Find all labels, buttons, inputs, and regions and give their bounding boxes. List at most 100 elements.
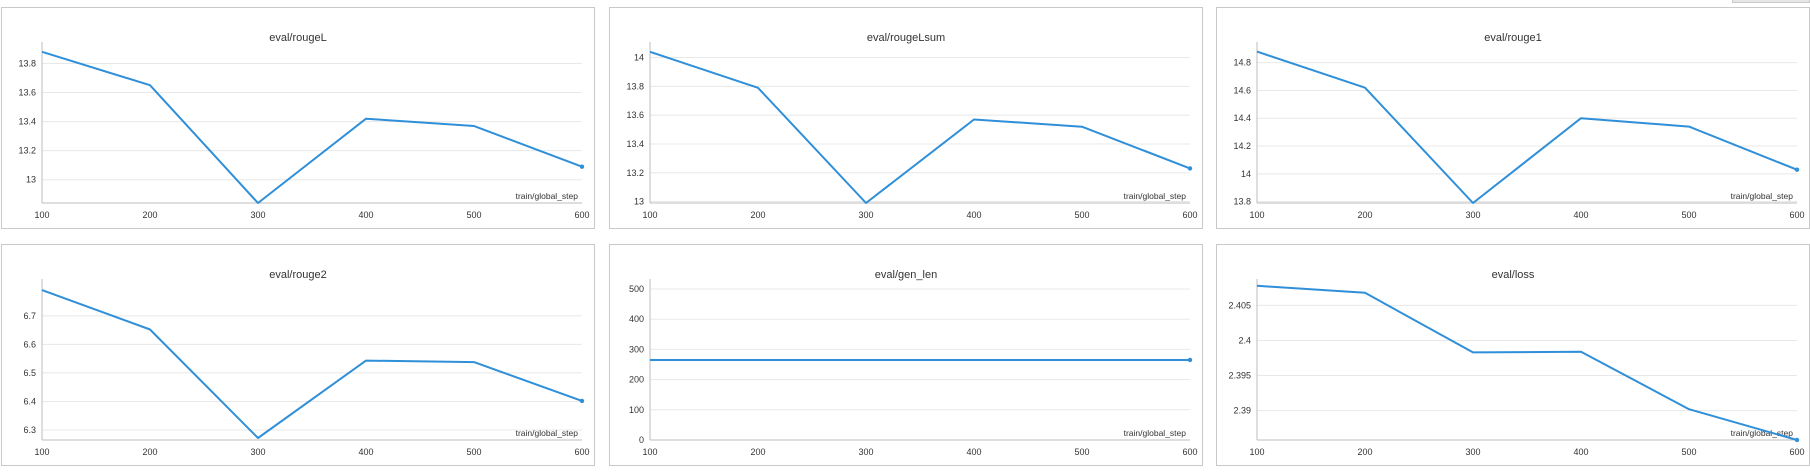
y-tick-label: 200 [629, 375, 644, 385]
chart-title: eval/rougeLsum [866, 32, 946, 44]
y-tick-label: 13.2 [626, 168, 644, 178]
y-tick-label: 2.405 [1228, 300, 1251, 310]
chart-panel-rougeL: eval/rougeL 13 13.2 13.4 13.6 13.8 100 200 300 4… [1, 7, 595, 229]
y-tick-label: 13.4 [626, 139, 644, 149]
x-tick-label: 300 [1465, 210, 1480, 220]
x-tick-label: 400 [966, 447, 981, 457]
y-tick-label: 300 [629, 344, 644, 354]
x-tick-label: 400 [358, 210, 373, 220]
x-tick-label: 300 [858, 210, 873, 220]
corner-tab [1732, 0, 1810, 3]
y-tick-label: 14.2 [1233, 141, 1251, 151]
x-tick-label: 500 [1074, 210, 1089, 220]
x-tick-label: 100 [1249, 210, 1264, 220]
line-chart-svg: 13 13.2 13.4 13.6 13.8 14 100 200 300 400 500 600 tr… [626, 42, 1198, 220]
x-tick-label: 600 [574, 210, 589, 220]
y-tick-label: 500 [629, 284, 644, 294]
y-tick-label: 6.3 [23, 425, 36, 435]
chart-title: eval/rouge1 [1484, 32, 1542, 44]
x-tick-label: 200 [750, 447, 765, 457]
data-point [1794, 437, 1800, 443]
x-axis-label: train/global_step [516, 428, 579, 438]
x-tick-label: 100 [34, 210, 49, 220]
y-tick-label: 13.6 [626, 110, 644, 120]
y-tick-label: 2.39 [1233, 406, 1251, 416]
y-tick-label: 6.7 [23, 311, 36, 321]
x-axis-label: train/global_step [1124, 428, 1187, 438]
y-tick-label: 13 [634, 197, 644, 207]
series-line [1256, 50, 1798, 204]
data-point [579, 398, 585, 404]
x-tick-label: 300 [858, 447, 873, 457]
x-tick-label: 500 [1681, 210, 1696, 220]
y-tick-label: 6.6 [23, 339, 36, 349]
line-chart-svg: 0 100 200 300 400 500 100 200 300 400 500 600 train/… [629, 279, 1198, 457]
y-tick-label: 0 [639, 435, 644, 445]
x-tick-label: 600 [1182, 210, 1197, 220]
chart-panel-gen-len: eval/gen_len 0 100 200 300 400 500 100 200 300 40… [609, 244, 1203, 466]
y-tick-label: 13.2 [18, 146, 36, 156]
x-tick-label: 500 [1074, 447, 1089, 457]
x-tick-label: 600 [1789, 447, 1804, 457]
chart-title: eval/rouge2 [269, 269, 327, 281]
line-chart-svg: 2.39 2.395 2.4 2.405 100 200 300 400 500 600 train… [1228, 279, 1805, 457]
x-tick-label: 200 [1357, 447, 1372, 457]
y-tick-label: 13.8 [626, 81, 644, 91]
series-line [1256, 284, 1798, 441]
x-tick-label: 200 [142, 447, 157, 457]
line-chart-svg: 13.8 14 14.2 14.4 14.6 14.8 100 200 300 400 500 600… [1233, 42, 1805, 220]
x-tick-label: 100 [642, 210, 657, 220]
x-axis-label: train/global_step [1731, 428, 1794, 438]
chart-panel-loss: eval/loss 2.39 2.395 2.4 2.405 100 200 300 400 5… [1216, 244, 1810, 466]
x-axis-label: train/global_step [1731, 191, 1794, 201]
y-tick-label: 13.6 [18, 88, 36, 98]
x-tick-label: 300 [250, 210, 265, 220]
y-tick-label: 14 [634, 53, 644, 63]
x-tick-label: 100 [34, 447, 49, 457]
y-tick-label: 14 [1241, 169, 1251, 179]
series-line [41, 50, 583, 204]
x-tick-label: 400 [966, 210, 981, 220]
line-chart-svg: 13 13.2 13.4 13.6 13.8 100 200 300 400 500 600 trai… [18, 42, 590, 220]
data-point [1187, 357, 1193, 363]
series-line [649, 50, 1191, 204]
x-tick-label: 200 [750, 210, 765, 220]
x-tick-label: 400 [1573, 447, 1588, 457]
x-tick-label: 100 [1249, 447, 1264, 457]
y-tick-label: 6.4 [23, 396, 36, 406]
chart-title: eval/loss [1491, 269, 1535, 281]
y-tick-label: 13.4 [18, 117, 36, 127]
x-tick-label: 200 [1357, 210, 1372, 220]
x-axis-label: train/global_step [516, 191, 579, 201]
y-tick-label: 14.6 [1233, 85, 1251, 95]
x-tick-label: 300 [1465, 447, 1480, 457]
data-point [1794, 167, 1800, 172]
x-tick-label: 600 [1182, 447, 1197, 457]
x-tick-label: 600 [1789, 210, 1804, 220]
x-tick-label: 500 [1681, 447, 1696, 457]
x-tick-label: 400 [358, 447, 373, 457]
x-tick-label: 500 [466, 447, 481, 457]
x-axis-label: train/global_step [1124, 191, 1187, 201]
y-tick-label: 400 [629, 314, 644, 324]
y-tick-label: 13.8 [18, 58, 36, 68]
y-tick-label: 2.4 [1238, 335, 1251, 345]
x-tick-label: 200 [142, 210, 157, 220]
y-tick-label: 6.5 [23, 368, 36, 378]
chart-title: eval/rougeL [269, 32, 327, 44]
x-tick-label: 100 [642, 447, 657, 457]
y-tick-label: 13 [26, 175, 36, 185]
y-tick-label: 14.8 [1233, 58, 1251, 68]
x-tick-label: 300 [250, 447, 265, 457]
line-chart-svg: 6.3 6.4 6.5 6.6 6.7 100 200 300 400 500 600 train/g… [23, 279, 590, 457]
series-line [41, 289, 583, 439]
chart-panel-rouge1: eval/rouge1 13.8 14 14.2 14.4 14.6 14.8 100 200… [1216, 7, 1810, 229]
x-tick-label: 500 [466, 210, 481, 220]
y-tick-label: 2.395 [1228, 371, 1251, 381]
y-tick-label: 100 [629, 405, 644, 415]
x-tick-label: 600 [574, 447, 589, 457]
y-tick-label: 14.4 [1233, 113, 1251, 123]
data-point [579, 164, 585, 169]
chart-panel-rougeLsum: eval/rougeLsum 13 13.2 13.4 13.6 13.8 14 100 20… [609, 7, 1203, 229]
chart-title: eval/gen_len [874, 269, 938, 281]
